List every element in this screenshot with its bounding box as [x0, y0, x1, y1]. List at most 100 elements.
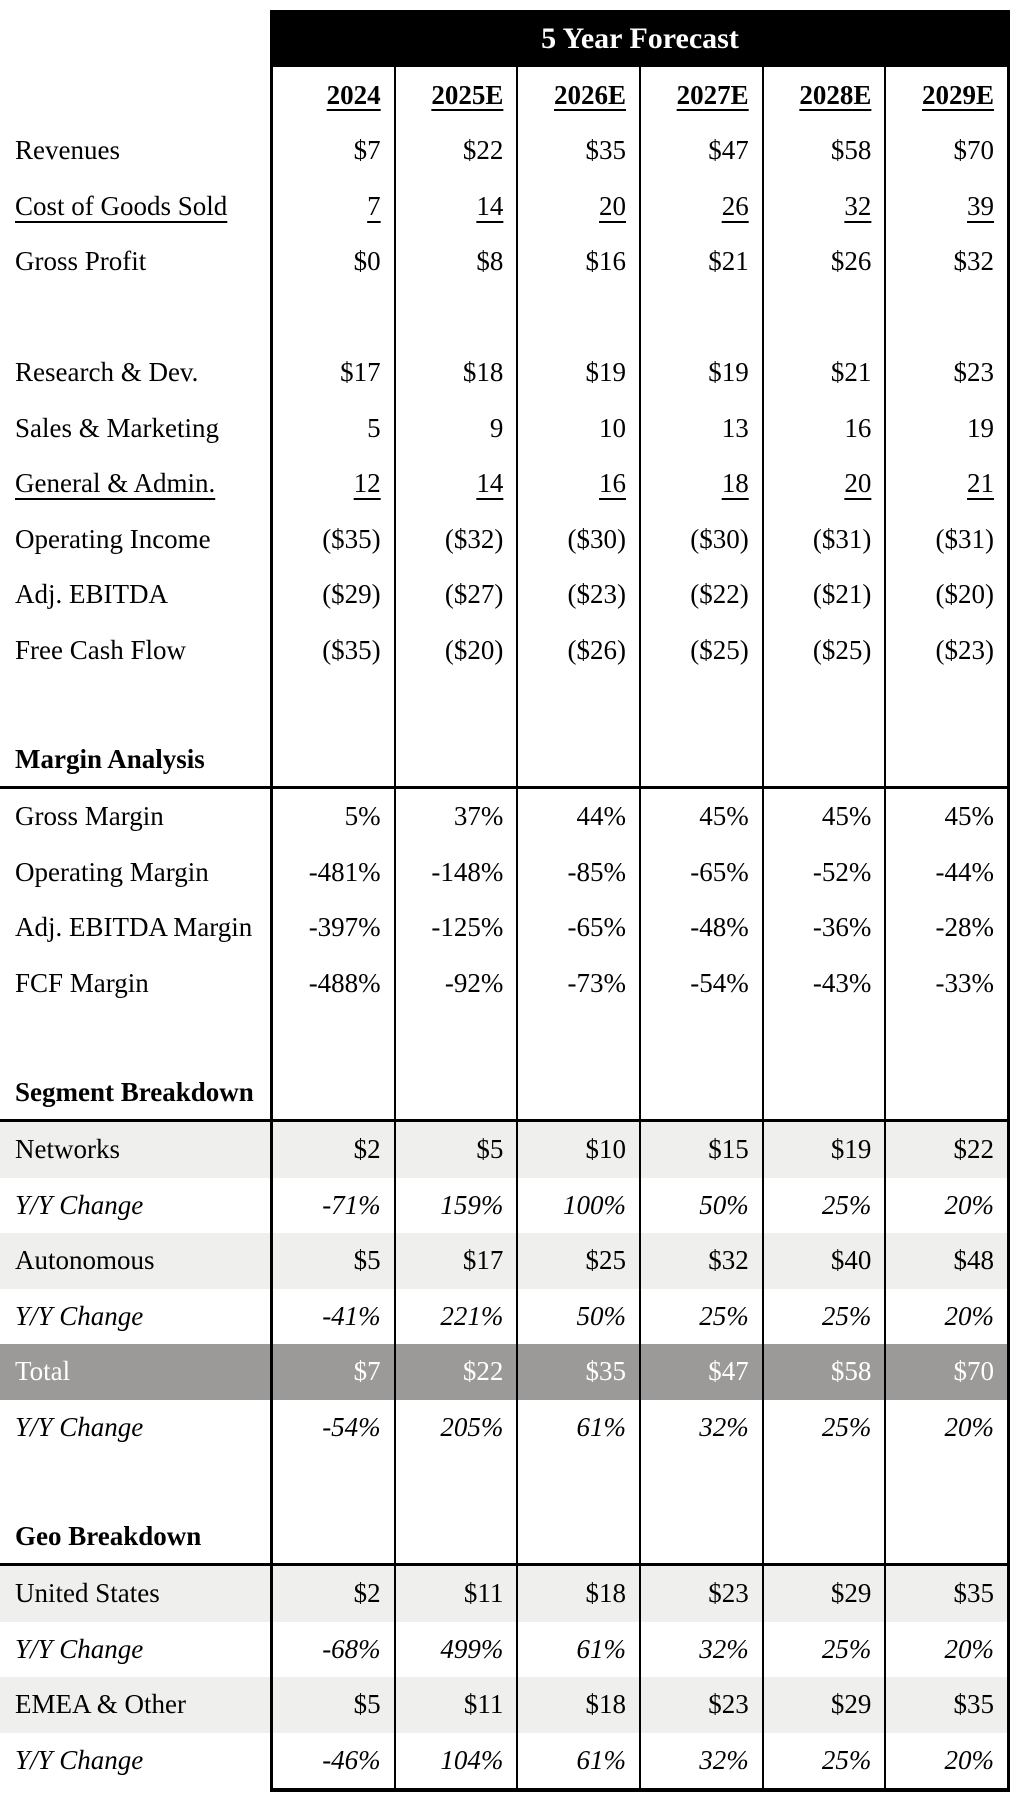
value-cell: $58 [761, 1344, 885, 1400]
value-cell: $2 [353, 1134, 381, 1165]
value-cell: 25% [761, 1177, 885, 1233]
value-cell: ($20) [884, 567, 1007, 623]
value-cell [884, 733, 1007, 786]
table-row: EMEA & Other $5 $11 $18 $23 $29 $35 [0, 1677, 1010, 1733]
value-cell: 20 [761, 456, 885, 512]
value-cell [761, 1066, 885, 1119]
column-header-2027e: 2027E [639, 67, 762, 123]
value-cell [884, 1011, 1007, 1067]
row-values: 5% 37% 44% 45% 45% 45% [270, 789, 1010, 845]
value-cell: 50% [639, 1177, 762, 1233]
value-cell [516, 289, 639, 345]
row-label [0, 678, 270, 734]
value-cell [639, 1066, 762, 1119]
table-row: Autonomous $5 $17 $25 $32 $40 $48 [0, 1233, 1010, 1289]
value-cell [273, 734, 394, 787]
value-cell: ($22) [639, 567, 762, 623]
value-cell [273, 1455, 394, 1511]
value-cell: 9 [393, 400, 517, 456]
value-cell [761, 678, 885, 734]
value-cell [639, 1510, 762, 1563]
value-cell: 26 [639, 178, 762, 234]
value-cell: 159% [393, 1177, 517, 1233]
value-cell: $25 [516, 1233, 639, 1289]
row-label: Gross Margin [15, 801, 164, 832]
row-label: Adj. EBITDA [15, 579, 168, 610]
table-row: Adj. EBITDA ($29) ($27) ($23) ($22) ($21) ($20… [0, 567, 1010, 623]
row-label: Autonomous [15, 1245, 155, 1276]
row-label: Adj. EBITDA Margin [15, 912, 253, 943]
value-cell: 5 [367, 412, 381, 443]
row-label: Revenues [15, 135, 120, 166]
value-cell: 19 [884, 400, 1007, 456]
value-cell: ($25) [761, 622, 885, 678]
row-values: 7 14 20 26 32 39 [270, 178, 1010, 234]
row-values: -41% 221% 50% 25% 25% 20% [270, 1288, 1010, 1344]
title-row: 5 Year Forecast [0, 10, 1010, 67]
value-cell: -28% [884, 900, 1007, 956]
row-values: $0 $8 $16 $21 $26 $32 [270, 234, 1010, 290]
row-label: Total [15, 1356, 71, 1387]
table-row: Research & Dev. $17 $18 $19 $19 $21 $23 [0, 345, 1010, 401]
column-header-row: 2024 2025E 2026E 2027E 2028E 2029E [0, 67, 1010, 123]
value-cell: ($27) [393, 567, 517, 623]
value-cell: $18 [516, 1677, 639, 1733]
table-row: FCF Margin -488% -92% -73% -54% -43% -33% [0, 955, 1010, 1011]
value-cell [516, 1011, 639, 1067]
value-cell: -68% [322, 1633, 381, 1664]
row-values [270, 289, 1010, 345]
row-label: Networks [15, 1134, 120, 1165]
value-cell: -73% [516, 955, 639, 1011]
value-cell: 5% [344, 801, 381, 832]
value-cell [639, 733, 762, 786]
spacer-row [0, 1455, 1010, 1511]
value-cell: -52% [761, 844, 885, 900]
value-cell: $5 [353, 1689, 381, 1720]
column-header-2029e: 2029E [884, 67, 1007, 123]
value-cell: ($35) [322, 523, 381, 554]
value-cell [273, 1011, 394, 1067]
row-values [270, 1510, 1010, 1564]
value-cell: -46% [322, 1744, 381, 1775]
value-cell: $5 [353, 1245, 381, 1276]
value-cell [761, 733, 885, 786]
value-cell: $58 [761, 123, 885, 179]
value-cell: 45% [761, 789, 885, 845]
value-cell: $19 [639, 345, 762, 401]
value-cell: $70 [884, 123, 1007, 179]
value-cell: 16 [761, 400, 885, 456]
value-cell [516, 1066, 639, 1119]
value-cell: $7 [353, 135, 381, 166]
value-cell: $32 [639, 1233, 762, 1289]
value-cell: 32% [639, 1621, 762, 1677]
row-label [0, 1011, 270, 1067]
value-cell: 61% [516, 1399, 639, 1455]
value-cell: ($21) [761, 567, 885, 623]
value-cell: 13 [639, 400, 762, 456]
value-cell [393, 1510, 517, 1563]
value-cell [393, 289, 517, 345]
row-label: Cost of Goods Sold [15, 190, 228, 221]
value-cell [273, 1511, 394, 1564]
table-row: Y/Y Change -41% 221% 50% 25% 25% 20% [0, 1288, 1010, 1344]
value-cell: -92% [393, 955, 517, 1011]
column-header-2026e: 2026E [516, 67, 639, 123]
value-cell: $11 [393, 1566, 517, 1622]
value-cell: 50% [516, 1288, 639, 1344]
value-cell [639, 1011, 762, 1067]
row-values: $7 $22 $35 $47 $58 $70 [270, 123, 1010, 179]
row-label: Sales & Marketing [15, 412, 219, 443]
value-cell: $47 [639, 123, 762, 179]
value-cell [761, 1011, 885, 1067]
value-cell: 20% [884, 1732, 1007, 1788]
value-cell: -481% [308, 856, 381, 887]
table-body: Revenues $7 $22 $35 $47 $58 $70 Cost of Goods S… [0, 123, 1010, 1788]
value-cell: 39 [884, 178, 1007, 234]
value-cell: $47 [639, 1344, 762, 1400]
row-label: Geo Breakdown [15, 1521, 202, 1552]
row-values [270, 733, 1010, 787]
row-label: Y/Y Change [15, 1189, 144, 1220]
section-header-row: Segment Breakdown [0, 1066, 1010, 1122]
section-header-row: Geo Breakdown [0, 1510, 1010, 1566]
